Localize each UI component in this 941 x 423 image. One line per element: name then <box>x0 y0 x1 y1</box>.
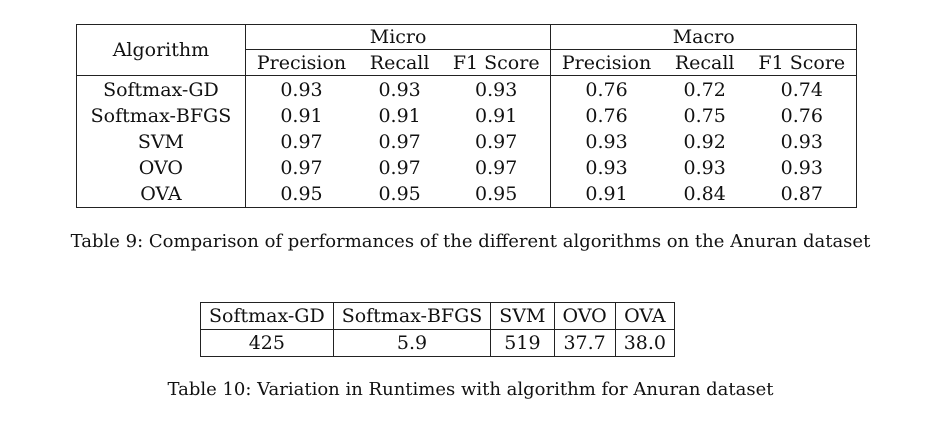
micro-precision-header: Precision <box>244 49 358 76</box>
runtime-table: Softmax-GD Softmax-BFGS SVM OVO OVA 425 … <box>200 302 676 357</box>
table-cell: 0.93 <box>378 79 421 101</box>
table-cell: 0.97 <box>244 155 358 181</box>
table-cell: 0.93 <box>550 155 662 181</box>
table-cell: 0.91 <box>475 105 518 127</box>
runtime-header-ova: OVA <box>614 302 675 330</box>
runtime-value-softmax-bfgs: 5.9 <box>332 329 491 357</box>
table-row: Softmax-BFGS 0.91 0.91 0.91 0.76 0.75 0.… <box>77 103 857 129</box>
runtime-value-svm: 519 <box>490 329 554 357</box>
table-cell: 0.97 <box>244 129 358 155</box>
macro-f1-header: F1 Score <box>747 49 857 76</box>
table-row: 425 5.9 519 37.7 38.0 <box>201 329 675 357</box>
macro-precision-header: Precision <box>550 49 662 76</box>
table-cell: 0.93 <box>550 129 662 155</box>
algorithm-name-cell: Softmax-GD <box>103 79 219 101</box>
table-row: SVM 0.97 0.97 0.97 0.93 0.92 0.93 <box>77 129 857 155</box>
table-cell: 0.91 <box>550 181 662 208</box>
runtime-header-ovo: OVO <box>553 302 616 330</box>
table-cell: 0.84 <box>683 183 726 205</box>
runtime-value-ova: 38.0 <box>614 329 675 357</box>
micro-f1-header: F1 Score <box>442 49 551 76</box>
table-cell: 0.72 <box>683 79 726 101</box>
table-cell: 0.93 <box>780 157 823 179</box>
table-row: OVA 0.95 0.95 0.95 0.91 0.84 0.87 <box>77 181 857 208</box>
runtime-value-ovo: 37.7 <box>553 329 616 357</box>
table-cell: 0.74 <box>780 79 823 101</box>
algorithm-name-cell: OVA <box>140 183 182 205</box>
table-cell: 0.93 <box>683 157 726 179</box>
table-header-row: Softmax-GD Softmax-BFGS SVM OVO OVA <box>200 302 675 330</box>
table-cell: 0.87 <box>780 183 823 205</box>
table-cell: 0.97 <box>475 157 518 179</box>
table-cell: 0.97 <box>378 131 421 153</box>
performance-table: Algorithm Micro Macro Precision Recall F… <box>76 24 857 208</box>
macro-recall-header: Recall <box>661 49 748 76</box>
table-cell: 0.76 <box>780 105 823 127</box>
table-cell: 0.75 <box>683 105 726 127</box>
table-cell: 0.95 <box>244 181 358 208</box>
table-cell: 0.91 <box>244 103 358 129</box>
table-10-caption: Table 10: Variation in Runtimes with alg… <box>167 379 774 400</box>
micro-recall-header: Recall <box>357 49 443 76</box>
algorithm-name-cell: OVO <box>138 157 184 179</box>
runtime-value-softmax-gd: 425 <box>248 332 285 354</box>
table-cell: 0.95 <box>378 183 421 205</box>
table-9-caption: Table 9: Comparison of performances of t… <box>70 231 871 252</box>
micro-group-header: Micro <box>244 24 551 50</box>
table-cell: 0.76 <box>550 75 662 103</box>
table-row: OVO 0.97 0.97 0.97 0.93 0.93 0.93 <box>77 155 857 181</box>
runtime-header-svm: SVM <box>490 302 554 330</box>
table-cell: 0.93 <box>780 131 823 153</box>
table-row: Softmax-GD 0.93 0.93 0.93 0.76 0.72 0.74 <box>77 75 857 103</box>
algorithm-header: Algorithm <box>76 24 246 76</box>
table-cell: 0.93 <box>244 75 358 103</box>
table-cell: 0.97 <box>475 131 518 153</box>
algorithm-name-cell: SVM <box>137 131 185 153</box>
runtime-header-softmax-bfgs: Softmax-BFGS <box>332 302 491 330</box>
algorithm-name-cell: Softmax-BFGS <box>90 105 232 127</box>
table-cell: 0.95 <box>475 183 518 205</box>
macro-group-header: Macro <box>550 24 857 50</box>
table-cell: 0.93 <box>475 79 518 101</box>
runtime-header-softmax-gd: Softmax-GD <box>200 302 334 330</box>
table-cell: 0.76 <box>550 103 662 129</box>
table-cell: 0.92 <box>683 131 726 153</box>
table-cell: 0.97 <box>378 157 421 179</box>
table-cell: 0.91 <box>378 105 421 127</box>
